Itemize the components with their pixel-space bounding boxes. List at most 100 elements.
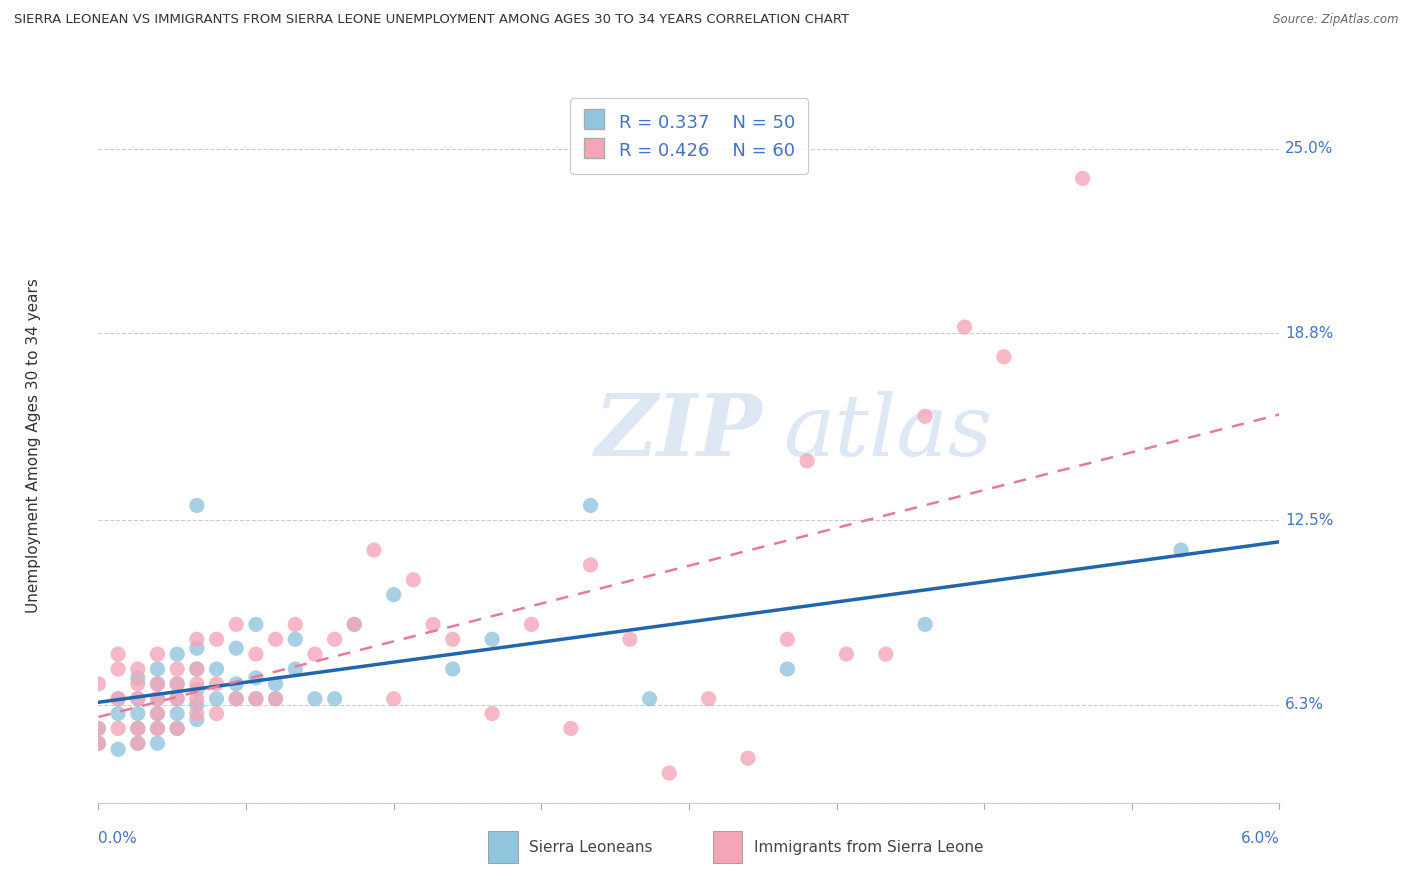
FancyBboxPatch shape [713, 831, 742, 863]
Point [304, 691, 326, 706]
Point [481, 706, 503, 721]
Point [875, 647, 897, 661]
Text: 12.5%: 12.5% [1285, 513, 1334, 528]
Point [186, 706, 208, 721]
Point [146, 722, 169, 736]
Point [953, 320, 976, 334]
Point [579, 499, 602, 513]
Point [186, 677, 208, 691]
Text: Source: ZipAtlas.com: Source: ZipAtlas.com [1274, 13, 1399, 27]
Point [658, 766, 681, 780]
Text: 25.0%: 25.0% [1285, 141, 1334, 156]
Point [107, 662, 129, 676]
Point [225, 691, 247, 706]
Text: Sierra Leoneans: Sierra Leoneans [530, 840, 652, 855]
Point [245, 691, 267, 706]
Text: 18.8%: 18.8% [1285, 326, 1334, 341]
Point [993, 350, 1015, 364]
Point [796, 454, 818, 468]
Point [225, 617, 247, 632]
Point [382, 588, 405, 602]
Point [146, 691, 169, 706]
Point [323, 691, 346, 706]
Point [87, 736, 110, 750]
Point [264, 632, 287, 647]
Point [107, 722, 129, 736]
Point [87, 722, 110, 736]
Point [441, 632, 464, 647]
Text: Immigrants from Sierra Leone: Immigrants from Sierra Leone [754, 840, 983, 855]
Point [146, 677, 169, 691]
Point [107, 647, 129, 661]
Point [776, 632, 799, 647]
Point [205, 677, 228, 691]
Point [127, 691, 149, 706]
Point [225, 677, 247, 691]
Point [127, 706, 149, 721]
Point [402, 573, 425, 587]
Point [264, 691, 287, 706]
Text: 6.0%: 6.0% [1240, 831, 1279, 847]
Point [245, 617, 267, 632]
Point [205, 691, 228, 706]
Point [107, 691, 129, 706]
Point [422, 617, 444, 632]
Point [284, 617, 307, 632]
Point [914, 409, 936, 424]
Point [146, 706, 169, 721]
Point [697, 691, 720, 706]
Point [127, 736, 149, 750]
Point [166, 677, 188, 691]
Point [245, 671, 267, 685]
Point [638, 691, 661, 706]
Point [382, 691, 405, 706]
Point [127, 671, 149, 685]
Point [166, 677, 188, 691]
Point [127, 722, 149, 736]
Point [205, 632, 228, 647]
Point [186, 691, 208, 706]
Point [186, 662, 208, 676]
Point [166, 647, 188, 661]
Point [776, 662, 799, 676]
Point [166, 722, 188, 736]
Point [1071, 171, 1094, 186]
Point [127, 677, 149, 691]
Text: SIERRA LEONEAN VS IMMIGRANTS FROM SIERRA LEONE UNEMPLOYMENT AMONG AGES 30 TO 34 : SIERRA LEONEAN VS IMMIGRANTS FROM SIERRA… [14, 13, 849, 27]
Point [619, 632, 641, 647]
Point [245, 691, 267, 706]
Point [343, 617, 366, 632]
Point [323, 632, 346, 647]
Text: 6.3%: 6.3% [1285, 698, 1324, 712]
Point [835, 647, 858, 661]
Point [166, 722, 188, 736]
Point [186, 713, 208, 727]
FancyBboxPatch shape [488, 831, 517, 863]
Point [264, 691, 287, 706]
Text: ZIP: ZIP [595, 390, 762, 474]
Point [284, 662, 307, 676]
Point [87, 722, 110, 736]
Point [481, 632, 503, 647]
Point [205, 662, 228, 676]
Point [166, 691, 188, 706]
Point [186, 682, 208, 697]
Point [560, 722, 582, 736]
Point [146, 722, 169, 736]
Point [127, 722, 149, 736]
Legend: R = 0.337    N = 50, R = 0.426    N = 60: R = 0.337 N = 50, R = 0.426 N = 60 [569, 98, 808, 174]
Point [225, 641, 247, 656]
Point [146, 677, 169, 691]
Point [186, 499, 208, 513]
Point [441, 662, 464, 676]
Point [343, 617, 366, 632]
Point [304, 647, 326, 661]
Text: 0.0%: 0.0% [98, 831, 138, 847]
Text: Unemployment Among Ages 30 to 34 years: Unemployment Among Ages 30 to 34 years [25, 278, 41, 614]
Point [186, 632, 208, 647]
Point [166, 691, 188, 706]
Text: atlas: atlas [783, 391, 993, 473]
Point [87, 677, 110, 691]
Point [264, 677, 287, 691]
Point [146, 662, 169, 676]
